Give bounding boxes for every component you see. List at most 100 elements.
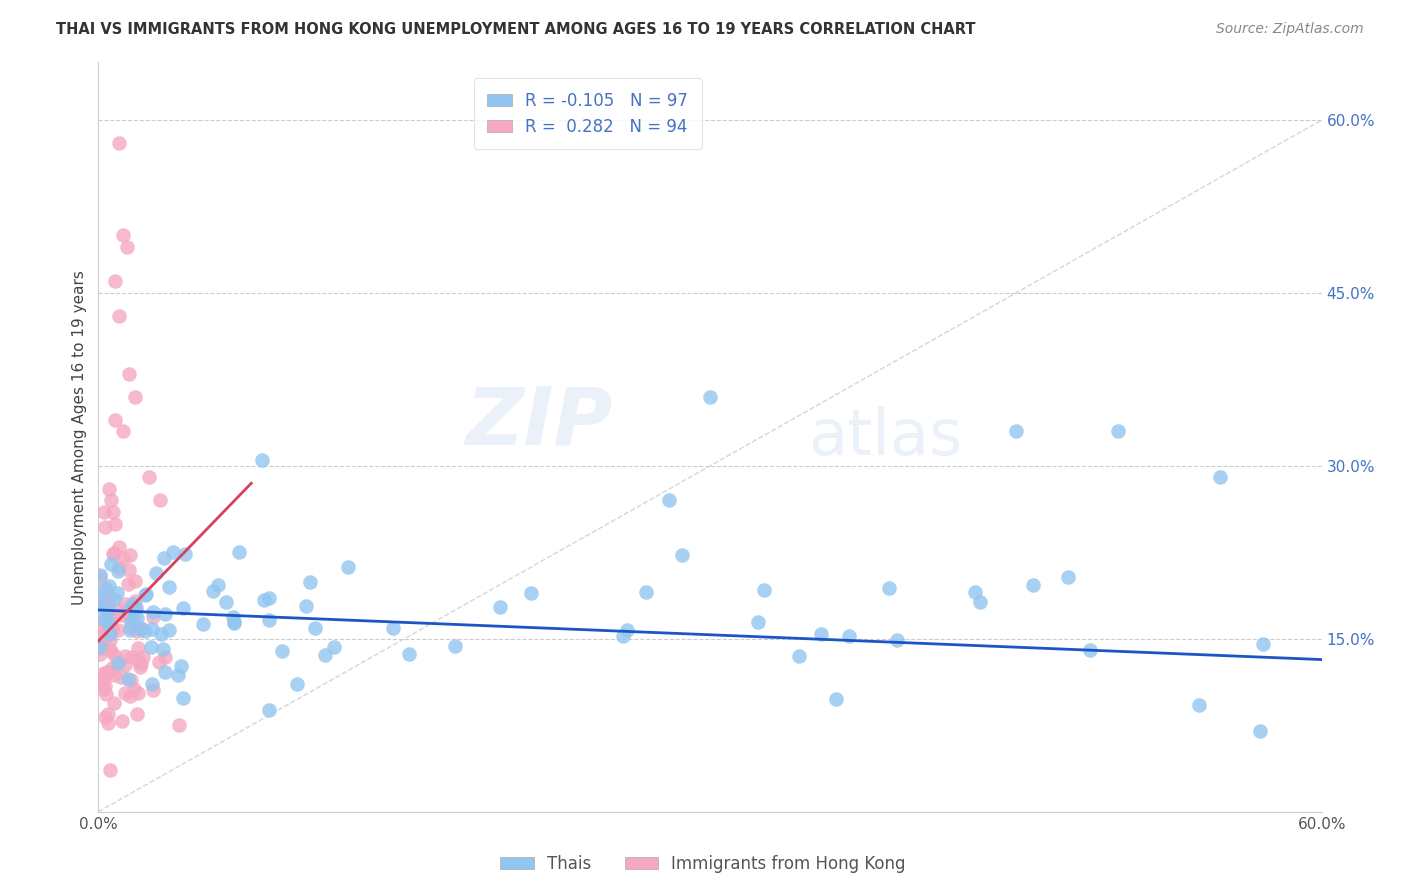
Point [97,579,120,593]
Point [202,583,225,598]
Point [94,594,117,608]
Point [612,629,634,643]
Point [107,561,129,575]
Point [110,670,132,684]
Point [157,580,180,594]
Point [96,665,118,679]
Point [121,649,143,664]
Point [520,586,543,600]
Point [125,600,148,615]
Point [96,716,118,731]
Point [118,620,141,634]
Point [114,686,136,700]
Point [97,603,120,617]
Point [616,623,638,637]
Point [91,631,114,645]
Point [124,390,146,404]
Point [103,546,125,560]
Point [127,640,149,655]
Point [153,665,176,679]
Point [443,639,465,653]
Point [124,594,146,608]
Point [89,600,111,615]
Point [94,687,117,701]
Point [172,690,194,705]
Text: THAI VS IMMIGRANTS FROM HONG KONG UNEMPLOYMENT AMONG AGES 16 TO 19 YEARS CORRELA: THAI VS IMMIGRANTS FROM HONG KONG UNEMPL… [56,22,976,37]
Point [658,493,681,508]
Point [94,582,117,596]
Point [93,627,115,641]
Point [129,657,152,671]
Point [167,718,190,732]
Point [155,650,177,665]
Point [1188,698,1211,713]
Point [141,622,163,636]
Point [142,610,165,624]
Point [257,591,280,606]
Point [699,390,721,404]
Point [111,228,134,243]
Point [145,566,167,581]
Point [94,710,117,724]
Point [89,628,111,642]
Point [103,592,125,607]
Point [142,605,165,619]
Point [114,597,136,611]
Point [115,240,138,254]
Point [134,588,156,602]
Point [824,691,846,706]
Point [257,613,280,627]
Legend: R = -0.105   N = 97, R =  0.282   N = 94: R = -0.105 N = 97, R = 0.282 N = 94 [474,78,702,149]
Point [103,697,125,711]
Point [129,622,152,636]
Point [97,707,120,722]
Point [101,622,124,636]
Point [754,583,776,598]
Point [89,568,111,582]
Point [270,643,294,657]
Point [671,548,693,562]
Point [93,671,115,685]
Point [1249,724,1271,739]
Point [96,613,118,627]
Point [94,679,117,693]
Point [150,627,173,641]
Point [111,714,134,728]
Point [253,593,276,607]
Point [142,682,165,697]
Point [93,612,115,626]
Point [107,564,129,578]
Point [153,550,176,565]
Point [149,493,172,508]
Point [1004,425,1026,439]
Point [100,643,122,657]
Point [100,557,122,571]
Point [97,615,120,629]
Point [222,615,245,630]
Point [111,608,134,623]
Point [103,667,125,681]
Point [1078,643,1101,657]
Point [134,624,156,638]
Point [89,673,111,687]
Point [101,547,124,561]
Legend: Thais, Immigrants from Hong Kong: Thais, Immigrants from Hong Kong [494,848,912,880]
Point [90,594,112,608]
Point [129,660,152,674]
Point [1209,470,1232,484]
Point [304,621,326,635]
Point [101,661,124,675]
Point [398,647,420,661]
Point [1022,578,1045,592]
Point [127,706,149,721]
Point [127,686,149,700]
Point [193,616,215,631]
Point [93,681,115,696]
Point [1251,637,1274,651]
Point [107,623,129,637]
Point [141,677,163,691]
Point [172,601,194,615]
Point [89,647,111,661]
Point [97,665,120,679]
Point [810,627,832,641]
